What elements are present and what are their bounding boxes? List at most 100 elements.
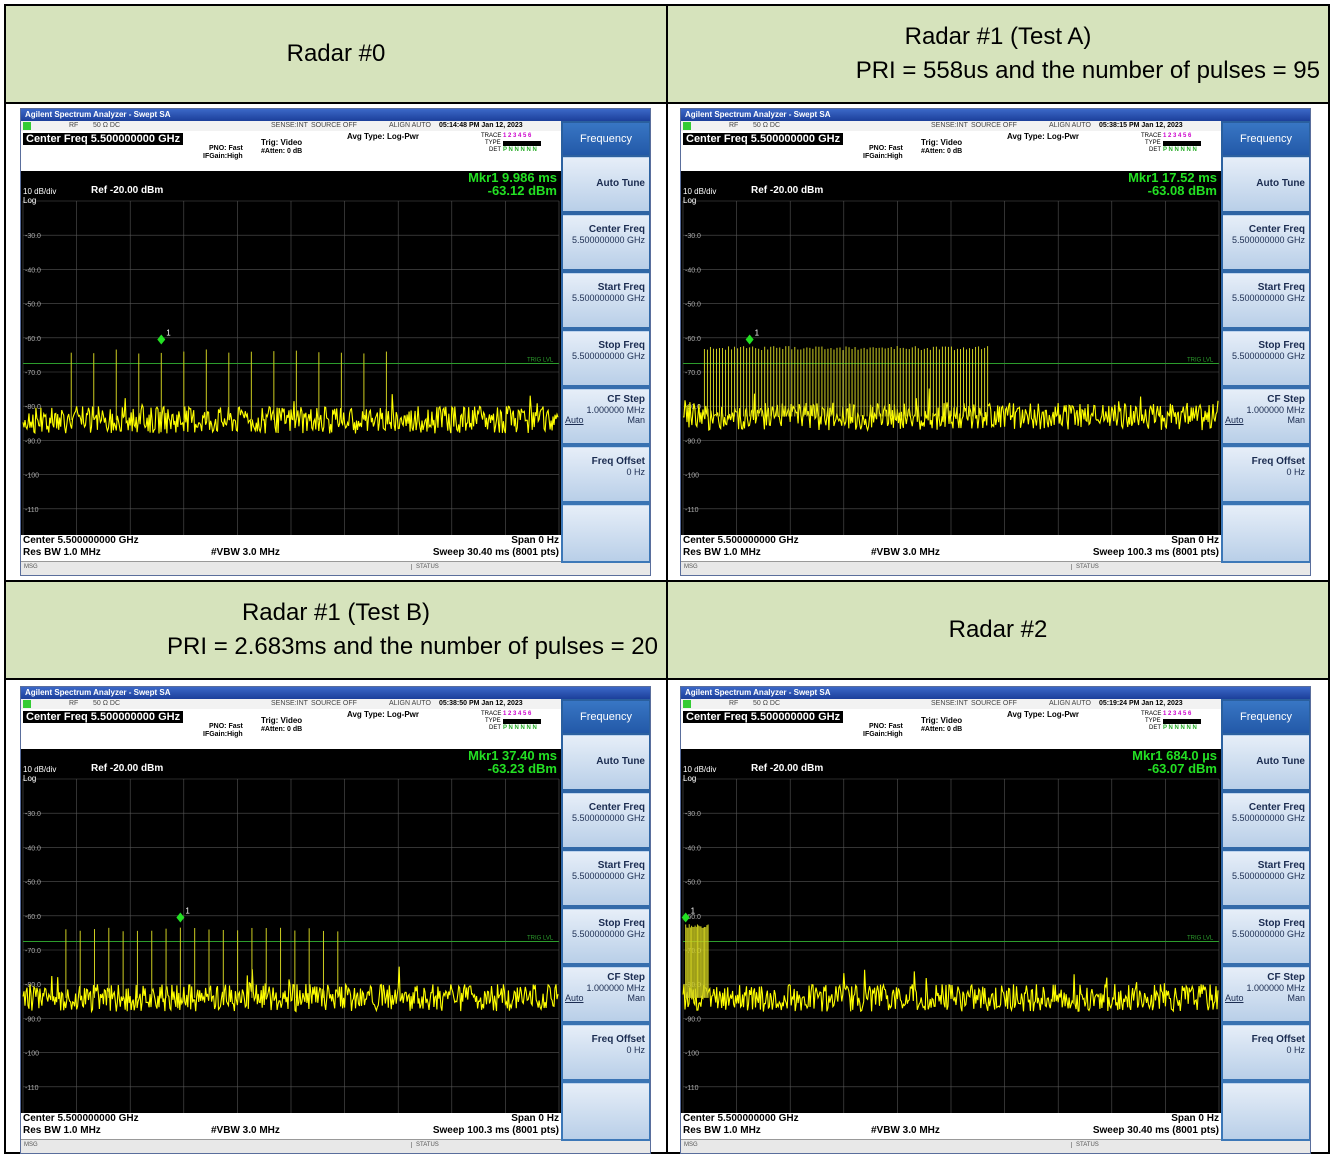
cf-step-man[interactable]: Man — [627, 993, 645, 1003]
sweep-time: Sweep 100.3 ms (8001 pts) — [432, 1125, 559, 1136]
trace-numbers: 1 2 3 4 5 6 — [1163, 133, 1192, 139]
y-tick-label: -40.0 — [25, 845, 41, 852]
marker-number: 1 — [755, 329, 760, 338]
y-tick-label: -50.0 — [685, 302, 701, 309]
marker-diamond-icon[interactable] — [176, 912, 185, 923]
trace-canvas: -30.0-40.0-50.0-60.0-70.0-80.0-90.0-100-… — [22, 778, 560, 1122]
marker-time: Mkr1 37.40 ms — [468, 748, 557, 763]
noise-trace — [682, 388, 1219, 433]
y-tick-label: -90.0 — [685, 438, 701, 445]
cf-step-man[interactable]: Man — [627, 415, 645, 425]
cf-step-man[interactable]: Man — [1287, 993, 1305, 1003]
center-freq-readout[interactable]: Center Freq 5.500000000 GHz — [683, 133, 844, 145]
center-freq-readout[interactable]: Center Freq 5.500000000 GHz — [23, 133, 184, 145]
cf-step-button[interactable]: CF Step 1.000000 MHz Auto Man — [563, 389, 649, 443]
align-label: ALIGN AUTO — [389, 700, 431, 707]
marker-diamond-icon[interactable] — [681, 912, 690, 923]
trace-indicator: TRACE 1 2 3 4 5 6 TYPE DET P N N N N N — [481, 711, 559, 739]
auto-tune-button[interactable]: Auto Tune — [563, 735, 649, 789]
spectrum-plot[interactable]: -30.0-40.0-50.0-60.0-70.0-80.0-90.0-100-… — [21, 171, 561, 563]
atten-label: #Atten: 0 dB — [261, 726, 303, 733]
auto-tune-button[interactable]: Auto Tune — [563, 157, 649, 211]
cf-step-button[interactable]: CF Step 1.000000 MHz Auto Man — [1223, 967, 1309, 1021]
marker-readout: Mkr1 17.52 ms -63.08 dBm — [1128, 171, 1217, 197]
rf-label: RF — [69, 700, 79, 707]
cf-step-auto[interactable]: Auto — [565, 415, 584, 425]
cf-step-auto[interactable]: Auto — [1225, 415, 1244, 425]
center-freq-readout[interactable]: Center Freq 5.500000000 GHz — [23, 711, 184, 723]
ifgain-label: IFGain:High — [203, 153, 243, 160]
center-freq-button[interactable]: Center Freq 5.500000000 GHz — [563, 793, 649, 847]
y-tick-label: -110 — [25, 507, 39, 514]
softkey-panel: Frequency Auto Tune Center Freq 5.5000000… — [1221, 699, 1310, 1141]
status-label: STATUS — [411, 1142, 439, 1148]
start-freq-button[interactable]: Start Freq 5.500000000 GHz — [1223, 851, 1309, 905]
cf-step-auto[interactable]: Auto — [1225, 993, 1244, 1003]
y-tick-label: -70.0 — [685, 370, 701, 377]
stop-freq-button[interactable]: Stop Freq 5.500000000 GHz — [1223, 909, 1309, 963]
ifgain-label: IFGain:High — [203, 731, 243, 738]
marker-diamond-icon[interactable] — [157, 334, 166, 345]
marker-readout: Mkr1 37.40 ms -63.23 dBm — [468, 749, 557, 775]
align-label: ALIGN AUTO — [389, 122, 431, 129]
spectrum-plot[interactable]: -30.0-40.0-50.0-60.0-70.0-80.0-90.0-100-… — [21, 749, 561, 1141]
marker-time: Mkr1 17.52 ms — [1128, 170, 1217, 185]
avg-type-label: Avg Type: Log-Pwr — [1007, 710, 1079, 719]
freq-offset-button[interactable]: Freq Offset 0 Hz — [1223, 447, 1309, 501]
auto-tune-button[interactable]: Auto Tune — [1223, 735, 1309, 789]
auto-tune-button[interactable]: Auto Tune — [1223, 157, 1309, 211]
vbw: #VBW 3.0 MHz — [211, 547, 280, 558]
type-waveform-icon — [503, 719, 541, 724]
res-bw: Res BW 1.0 MHz — [683, 547, 761, 558]
cf-step-auto[interactable]: Auto — [565, 993, 584, 1003]
center-foot: Center 5.500000000 GHz — [683, 535, 799, 546]
softkey-panel: Frequency Auto Tune Center Freq 5.5000000… — [561, 699, 650, 1141]
y-tick-label: -50.0 — [25, 302, 41, 309]
align-label: ALIGN AUTO — [1049, 122, 1091, 129]
app-title: Agilent Spectrum Analyzer - Swept SA — [685, 688, 831, 697]
freq-offset-button[interactable]: Freq Offset 0 Hz — [563, 447, 649, 501]
start-freq-button[interactable]: Start Freq 5.500000000 GHz — [563, 851, 649, 905]
freq-offset-button[interactable]: Freq Offset 0 Hz — [1223, 1025, 1309, 1079]
stop-freq-button[interactable]: Stop Freq 5.500000000 GHz — [563, 909, 649, 963]
cf-step-button[interactable]: CF Step 1.000000 MHz Auto Man — [1223, 389, 1309, 443]
instrument-settings: Center Freq 5.500000000 GHz PNO: Fast IF… — [681, 131, 1221, 171]
window-titlebar: Agilent Spectrum Analyzer - Swept SA — [681, 687, 1310, 699]
trace-canvas: -30.0-40.0-50.0-60.0-70.0-80.0-90.0-100-… — [681, 778, 1220, 1122]
stop-freq-button[interactable]: Stop Freq 5.500000000 GHz — [1223, 331, 1309, 385]
res-bw: Res BW 1.0 MHz — [683, 1125, 761, 1136]
trace-indicator: TRACE 1 2 3 4 5 6 TYPE DET P N N N N N — [1141, 133, 1219, 161]
y-tick-label: -60.0 — [685, 336, 701, 343]
spectrum-plot[interactable]: -30.0-40.0-50.0-60.0-70.0-80.0-90.0-100-… — [681, 749, 1221, 1141]
start-freq-button[interactable]: Start Freq 5.500000000 GHz — [1223, 273, 1309, 327]
center-freq-button[interactable]: Center Freq 5.500000000 GHz — [563, 215, 649, 269]
trig-label: Trig: Video — [261, 138, 303, 147]
center-freq-button[interactable]: Center Freq 5.500000000 GHz — [1223, 215, 1309, 269]
y-tick-label: -80.0 — [25, 404, 41, 411]
trace-canvas: -30.0-40.0-50.0-60.0-70.0-80.0-90.0-100-… — [22, 200, 560, 544]
y-tick-label: -90.0 — [685, 1016, 701, 1023]
header-radar-1-test-b: Radar #1 (Test B) PRI = 2.683ms and the … — [6, 582, 668, 680]
freq-offset-button[interactable]: Freq Offset 0 Hz — [563, 1025, 649, 1079]
det-label: DET — [1149, 725, 1161, 731]
header-line1: Radar #0 — [286, 40, 386, 67]
softkey-blank — [563, 1083, 649, 1139]
y-tick-label: -40.0 — [685, 845, 701, 852]
spectrum-plot[interactable]: -30.0-40.0-50.0-60.0-70.0-80.0-90.0-100-… — [681, 171, 1221, 563]
start-freq-button[interactable]: Start Freq 5.500000000 GHz — [563, 273, 649, 327]
y-tick-label: -80.0 — [25, 982, 41, 989]
impedance-label: 50 Ω DC — [93, 122, 121, 129]
marker-diamond-icon[interactable] — [745, 334, 754, 345]
cf-step-button[interactable]: CF Step 1.000000 MHz Auto Man — [563, 967, 649, 1021]
center-freq-readout[interactable]: Center Freq 5.500000000 GHz — [683, 711, 844, 723]
lxi-icon — [23, 700, 31, 708]
center-foot: Center 5.500000000 GHz — [23, 1113, 139, 1124]
ref-level: Ref -20.00 dBm — [751, 185, 824, 196]
y-tick-label: -100 — [25, 473, 39, 480]
trace-label: TRACE — [481, 711, 502, 717]
stop-freq-button[interactable]: Stop Freq 5.500000000 GHz — [563, 331, 649, 385]
center-freq-button[interactable]: Center Freq 5.500000000 GHz — [1223, 793, 1309, 847]
span: Span 0 Hz — [511, 535, 559, 546]
header-line1: Radar #1 (Test A) — [904, 23, 1092, 50]
cf-step-man[interactable]: Man — [1287, 415, 1305, 425]
